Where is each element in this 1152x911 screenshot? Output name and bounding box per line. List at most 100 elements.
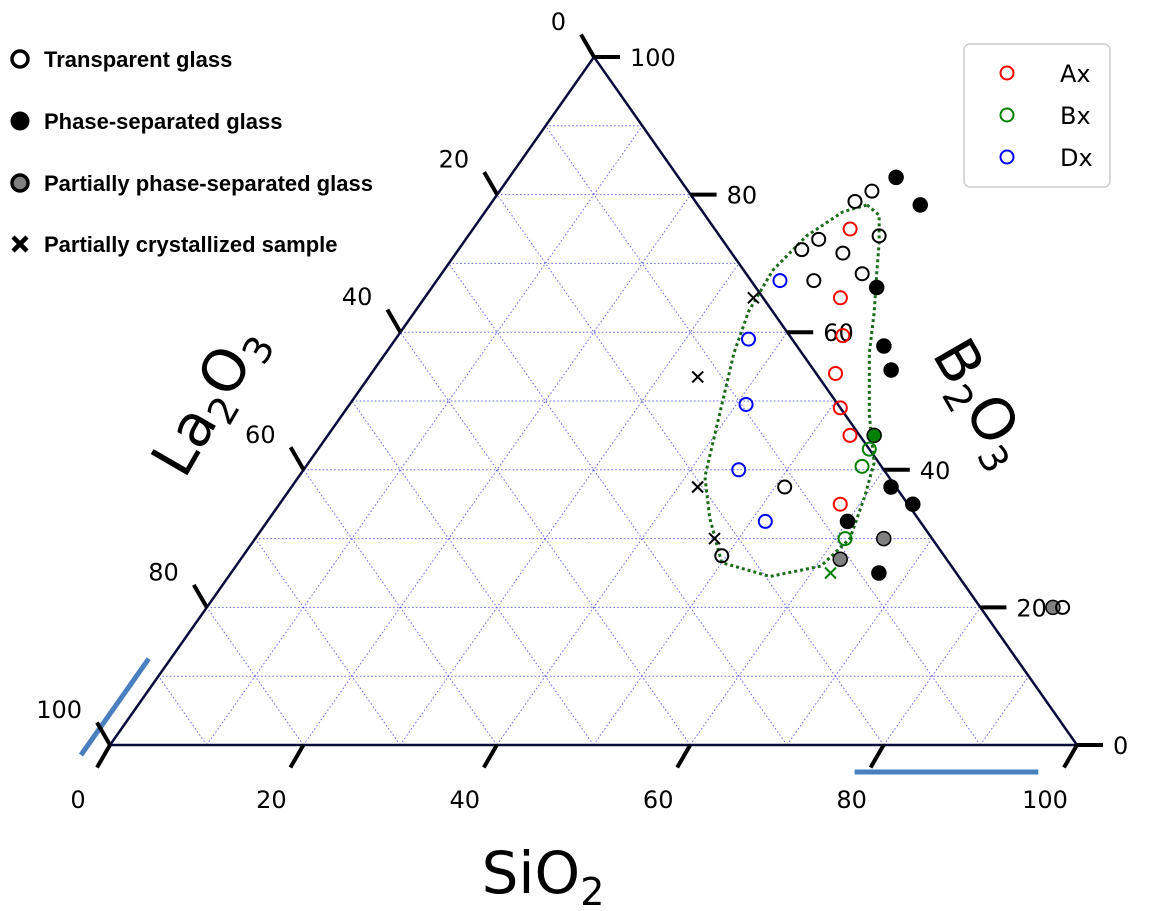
key-gray-circle-icon <box>10 173 30 193</box>
data-point-open <box>854 266 870 282</box>
left-tick <box>385 308 403 334</box>
data-point-open <box>731 462 747 478</box>
data-point-filled <box>883 362 899 378</box>
grid-line <box>545 125 981 746</box>
data-point-filled <box>905 496 921 512</box>
right-tick-label: 20 <box>1016 594 1047 622</box>
legend-marker <box>999 107 1015 123</box>
data-points <box>691 169 1071 616</box>
grid-line <box>883 607 981 746</box>
left-tick <box>192 583 209 609</box>
data-point-open <box>832 496 848 512</box>
data-point-open <box>871 228 887 244</box>
data-point-open <box>854 458 870 474</box>
left-tick-label: 80 <box>148 558 179 586</box>
bottom-tick-label: 20 <box>256 786 287 814</box>
bottom-tick-label: 80 <box>836 786 867 814</box>
data-point-open <box>714 548 730 564</box>
data-point-open <box>806 273 822 289</box>
data-point-open <box>835 328 851 344</box>
grid-line <box>593 400 836 746</box>
data-point-open <box>794 242 810 258</box>
bottom-tick <box>868 743 886 769</box>
legend-label: Dx <box>1060 144 1093 172</box>
bottom-axis-title: SiO2 <box>482 839 605 911</box>
right-tick-label: 100 <box>630 44 676 72</box>
left-tick-label: 0 <box>551 8 566 36</box>
left-tick <box>288 446 306 471</box>
data-point-open <box>811 231 827 247</box>
bottom-tick <box>288 743 306 769</box>
data-point-open <box>828 365 844 381</box>
triangle-frame <box>107 54 1080 747</box>
grid-line <box>206 607 304 746</box>
data-point-open <box>842 221 858 237</box>
data-point-filled <box>876 338 892 354</box>
data-point-open <box>842 427 858 443</box>
right-tick-label: 40 <box>920 457 951 485</box>
cross-stroke <box>747 291 760 305</box>
key-filled-circle-icon <box>10 111 30 131</box>
cross-stroke <box>708 532 721 545</box>
data-point-open <box>1055 599 1071 615</box>
data-point-open <box>741 331 757 347</box>
data-point-open <box>757 513 773 529</box>
bottom-axis-title-sub: 2 <box>580 870 604 911</box>
data-point-filled <box>883 479 899 495</box>
data-point-open <box>835 245 851 261</box>
data-point-cross <box>747 291 760 305</box>
data-point-filled <box>912 197 929 213</box>
grid-line <box>351 400 594 746</box>
bottom-tick-label: 40 <box>450 786 481 814</box>
legend-marker <box>999 149 1015 165</box>
data-point-cross <box>691 480 704 494</box>
data-point-open <box>738 396 754 412</box>
data-point-open <box>861 441 877 457</box>
right-tick-label: 0 <box>1113 732 1128 760</box>
left-tick-label: 60 <box>245 421 276 449</box>
data-point-filled <box>832 551 848 567</box>
grid-line <box>303 469 498 746</box>
left-tick <box>95 721 112 747</box>
data-point-open <box>847 193 863 209</box>
data-point-filled <box>839 513 856 530</box>
data-point-filled <box>866 427 882 444</box>
grid-line <box>254 538 401 746</box>
left-tick-label: 100 <box>36 696 82 724</box>
left-axis-title: La2O3 <box>138 313 284 491</box>
marker-key: Transparent glass Phase-separated glass Pa… <box>10 47 373 257</box>
data-point-open <box>772 273 788 289</box>
key-label: Partially crystallized sample <box>44 232 338 257</box>
grid-lines <box>157 125 1030 746</box>
grid-line <box>399 263 740 746</box>
bottom-tick <box>1062 743 1079 769</box>
data-point-cross <box>691 370 704 384</box>
left-tick <box>579 33 596 59</box>
highlight-segments <box>78 657 1039 775</box>
bottom-axis-title-main: SiO <box>482 839 581 907</box>
bottom-tick <box>95 743 112 769</box>
bottom-tick <box>675 743 692 769</box>
bottom-tick <box>482 743 499 769</box>
grid-line <box>206 125 643 746</box>
legend-marker <box>999 65 1015 81</box>
bottom-tick-label: 100 <box>1022 786 1068 814</box>
grid-line <box>979 675 1030 746</box>
legend-label: Bx <box>1060 102 1091 130</box>
key-label: Partially phase-separated glass <box>44 171 373 196</box>
cross-stroke <box>11 235 29 253</box>
left-tick-label: 40 <box>342 283 373 311</box>
data-point-filled <box>876 530 892 547</box>
data-point-filled <box>888 169 904 186</box>
data-point-open <box>832 290 848 306</box>
data-point-filled <box>871 565 887 581</box>
legend-label: Ax <box>1060 60 1091 88</box>
data-point-filled <box>868 279 885 296</box>
highlight-bar-left <box>78 657 151 757</box>
cross-stroke <box>691 370 704 384</box>
key-cross-icon <box>11 235 29 253</box>
grid-line <box>786 538 933 746</box>
left-tick <box>482 171 499 196</box>
